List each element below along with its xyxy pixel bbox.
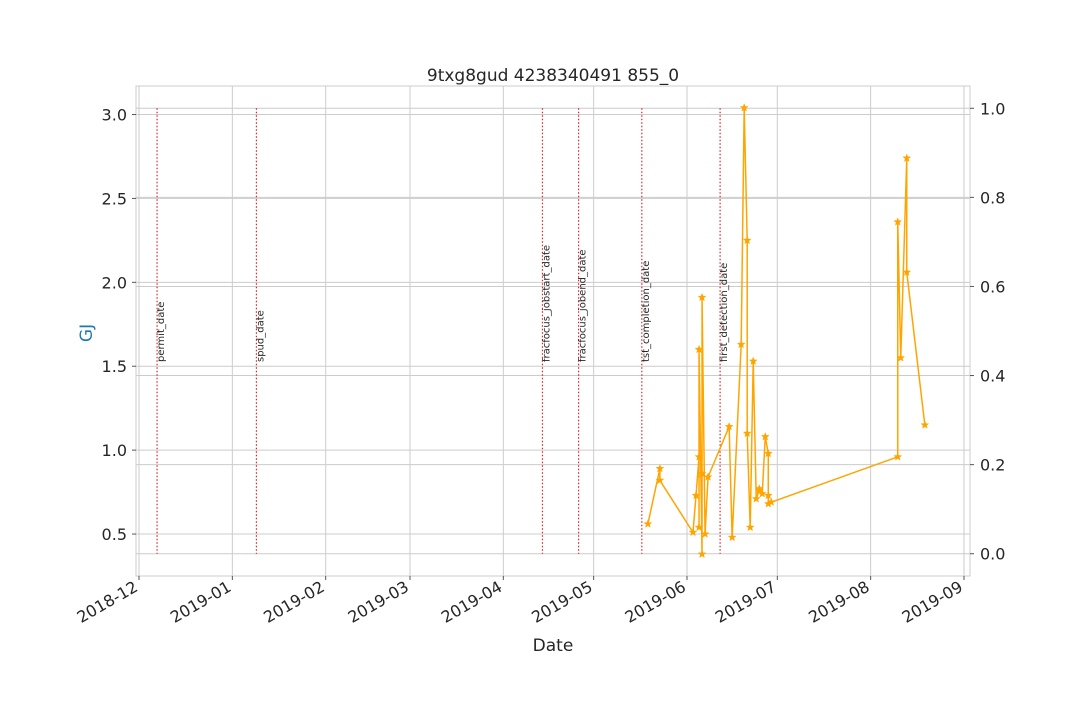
data-point xyxy=(697,549,707,558)
data-point xyxy=(643,519,653,528)
y-axis-label: GJ xyxy=(77,324,97,342)
x-tick-label: 2019-01 xyxy=(167,577,234,627)
y2-tick-label: 0.6 xyxy=(980,277,1005,296)
chart-title: 9txg8gud 4238340491 855_0 xyxy=(427,66,679,86)
data-point xyxy=(703,472,713,481)
data-point xyxy=(655,475,665,485)
event-label: tst_completion_date xyxy=(641,261,652,362)
y2-tick-label: 0.4 xyxy=(980,367,1005,386)
event-label: fracfocus_jobstart_date xyxy=(541,245,552,362)
data-point xyxy=(751,494,761,503)
data-point xyxy=(688,527,698,537)
data-point xyxy=(694,452,704,461)
data-point xyxy=(754,484,764,493)
data-point xyxy=(694,344,704,354)
data-point xyxy=(739,103,749,112)
data-point xyxy=(896,353,906,362)
y-tick-label: 1.5 xyxy=(102,357,127,376)
data-point xyxy=(697,468,707,478)
data-point xyxy=(655,463,665,473)
y-tick-label: 2.5 xyxy=(102,189,127,208)
event-label: permit_date xyxy=(156,302,167,362)
x-tick-label: 2019-07 xyxy=(712,577,779,627)
data-point xyxy=(694,522,704,532)
y2-tick-label: 0.0 xyxy=(980,545,1005,564)
event-label: first_detection_date xyxy=(719,263,730,362)
data-point xyxy=(736,339,746,349)
data-point xyxy=(724,421,734,431)
y2-tick-label: 0.2 xyxy=(980,456,1005,475)
data-point xyxy=(893,452,903,461)
data-point xyxy=(757,489,767,498)
data-point xyxy=(902,153,912,162)
data-point xyxy=(763,448,773,458)
data-point xyxy=(763,490,773,500)
x-tick-label: 2019-08 xyxy=(805,577,872,627)
x-tick-label: 2018-12 xyxy=(74,577,141,627)
plot-frame xyxy=(135,85,971,577)
data-point xyxy=(691,490,701,500)
x-tick-label: 2019-05 xyxy=(528,577,595,627)
series-line xyxy=(647,107,926,555)
data-point xyxy=(697,292,707,302)
y-tick-label: 2.0 xyxy=(102,273,127,292)
data-point xyxy=(700,529,710,538)
data-point xyxy=(760,432,770,441)
data-point xyxy=(920,420,930,429)
data-point xyxy=(742,428,752,438)
x-tick-label: 2019-02 xyxy=(260,577,327,627)
y2-tick-label: 1.0 xyxy=(980,99,1005,118)
x-tick-label: 2019-09 xyxy=(899,577,966,627)
y-tick-label: 0.5 xyxy=(102,525,127,544)
data-point xyxy=(893,217,903,226)
y-tick-label: 1.0 xyxy=(102,441,127,460)
event-label: fracfocus_jobend_date xyxy=(578,249,589,362)
data-point xyxy=(766,497,776,506)
x-tick-label: 2019-04 xyxy=(438,577,505,627)
data-point xyxy=(902,267,912,277)
data-point xyxy=(745,522,755,532)
y-tick-label: 3.0 xyxy=(102,106,127,125)
data-point xyxy=(748,356,758,366)
x-tick-label: 2019-06 xyxy=(622,577,689,627)
x-axis-label: Date xyxy=(533,636,574,656)
y2-tick-label: 0.8 xyxy=(980,188,1005,207)
x-tick-label: 2019-03 xyxy=(345,577,412,627)
data-point xyxy=(742,235,752,245)
data-point xyxy=(727,532,737,542)
event-label: spud_date xyxy=(255,310,266,362)
